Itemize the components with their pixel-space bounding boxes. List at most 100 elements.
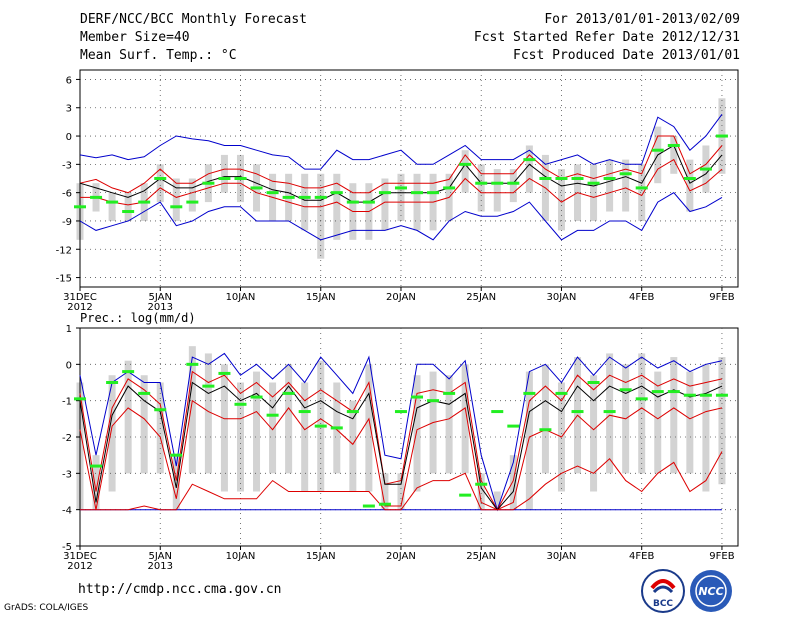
temp-min-line — [79, 192, 723, 241]
ncc-logo: NCC — [688, 568, 734, 614]
temp-median-6 — [170, 205, 183, 209]
temp-box-34 — [622, 159, 630, 212]
prec-median-25 — [475, 482, 488, 486]
temp-xtick-label: 31DEC — [63, 292, 97, 303]
prec-median-2 — [106, 381, 119, 384]
prec-median-5 — [154, 408, 167, 412]
prec-box-18 — [365, 364, 373, 492]
ncc-logo-text: NCC — [698, 585, 723, 598]
temp-median-23 — [443, 186, 456, 190]
prec-box-38 — [686, 371, 694, 474]
temp-box-25 — [477, 164, 485, 212]
prec-xtick-label: 10JAN — [226, 551, 256, 562]
temp-box-26 — [493, 169, 501, 212]
prec-box-17 — [349, 400, 357, 492]
temp-median-18 — [362, 200, 375, 204]
temp-median-40 — [715, 134, 728, 138]
prec-box-21 — [413, 375, 421, 492]
temp-box-6 — [172, 178, 180, 221]
prec-median-1 — [90, 464, 103, 468]
prec-box-20 — [397, 473, 405, 510]
temp-box-27 — [509, 169, 517, 203]
temp-xtick-label: 4FEB — [629, 292, 654, 303]
prec-xtick-year: 2013 — [148, 561, 173, 572]
prec-xtick-label: 30JAN — [547, 551, 577, 562]
prec-median-8 — [202, 384, 215, 388]
prec-box-40 — [718, 357, 726, 485]
prec-median-10 — [234, 402, 247, 406]
prec-box-32 — [590, 375, 598, 492]
temp-median-35 — [635, 186, 648, 190]
temp-ytick-label: -3 — [62, 160, 72, 171]
bcc-logo-text: BCC — [653, 599, 673, 609]
temp-xtick-label: 9FEB — [709, 292, 734, 303]
prec-median-4 — [138, 391, 151, 395]
prec-box-28 — [525, 371, 533, 510]
prec-box-25 — [477, 473, 485, 510]
prec-median-26 — [491, 410, 504, 414]
temp-box-9 — [220, 154, 228, 193]
temp-xtick-label: 5JAN — [149, 292, 172, 303]
prec-max-line — [79, 352, 723, 512]
prec-median-38 — [683, 393, 696, 397]
temp-ytick-label: 3 — [66, 104, 72, 115]
prec-median-18 — [362, 504, 375, 508]
temp-max-line — [79, 114, 723, 170]
temp-xtick-year: 2012 — [67, 302, 92, 313]
prec-median-15 — [314, 424, 327, 428]
prec-box-19 — [381, 473, 389, 510]
prec-median-34 — [619, 388, 632, 392]
temp-median-16 — [330, 191, 343, 195]
prec-median-36 — [651, 390, 664, 394]
prec-ytick-label: -4 — [62, 506, 72, 517]
temp-median-31 — [571, 177, 584, 180]
variable-label: Mean Surf. Temp.: °C — [80, 48, 237, 63]
prec-median-33 — [603, 410, 616, 414]
temp-median-19 — [378, 191, 391, 195]
temp-median-26 — [491, 181, 504, 185]
temp-box-2 — [108, 192, 116, 221]
prec-median-20 — [394, 410, 407, 414]
prec-box-29 — [541, 364, 549, 474]
prec-box-9 — [220, 364, 228, 492]
prec-box-11 — [253, 371, 261, 492]
prec-median-28 — [523, 391, 536, 395]
temp-ytick-label: -9 — [62, 217, 72, 228]
member-size: Member Size=40 — [80, 30, 190, 45]
temp-ytick-label: -6 — [62, 189, 72, 200]
temp-median-11 — [250, 186, 263, 190]
temp-box-28 — [525, 145, 533, 193]
temp-median-12 — [266, 191, 279, 195]
temp-box-5 — [156, 164, 164, 203]
temp-median-28 — [523, 158, 536, 162]
temp-median-7 — [186, 200, 199, 204]
prec-ytick-label: 1 — [66, 324, 72, 335]
temp-median-0 — [74, 205, 86, 209]
temp-median-2 — [106, 200, 119, 204]
temp-median-32 — [587, 181, 600, 185]
prec-median-17 — [346, 410, 359, 414]
prec-box-39 — [702, 364, 710, 492]
prec-ytick-label: -3 — [62, 469, 72, 480]
prec-box-2 — [108, 375, 116, 492]
prec-box-8 — [204, 353, 212, 474]
prec-box-23 — [445, 375, 453, 474]
temp-box-15 — [317, 173, 325, 259]
website-link[interactable]: http://cmdp.ncc.cma.gov.cn — [78, 582, 282, 597]
prec-median-7 — [186, 362, 199, 366]
prec-xtick-label: 31DEC — [63, 551, 97, 562]
temp-median-17 — [346, 200, 359, 204]
temp-median-1 — [90, 195, 103, 199]
temp-median-29 — [539, 177, 552, 180]
prec-xtick-label: 5JAN — [149, 551, 172, 562]
temp-ytick-label: 6 — [66, 75, 72, 86]
forecast-period: For 2013/01/01-2013/02/09 — [544, 12, 740, 27]
prec-median-12 — [266, 413, 279, 417]
prec-median-29 — [539, 428, 552, 432]
temp-xtick-label: 15JAN — [306, 292, 336, 303]
prec-box-36 — [654, 371, 662, 474]
prec-median-23 — [443, 391, 456, 395]
prec-xtick-year: 2012 — [67, 561, 92, 572]
temp-box-38 — [686, 159, 694, 212]
prec-median-14 — [298, 410, 311, 414]
